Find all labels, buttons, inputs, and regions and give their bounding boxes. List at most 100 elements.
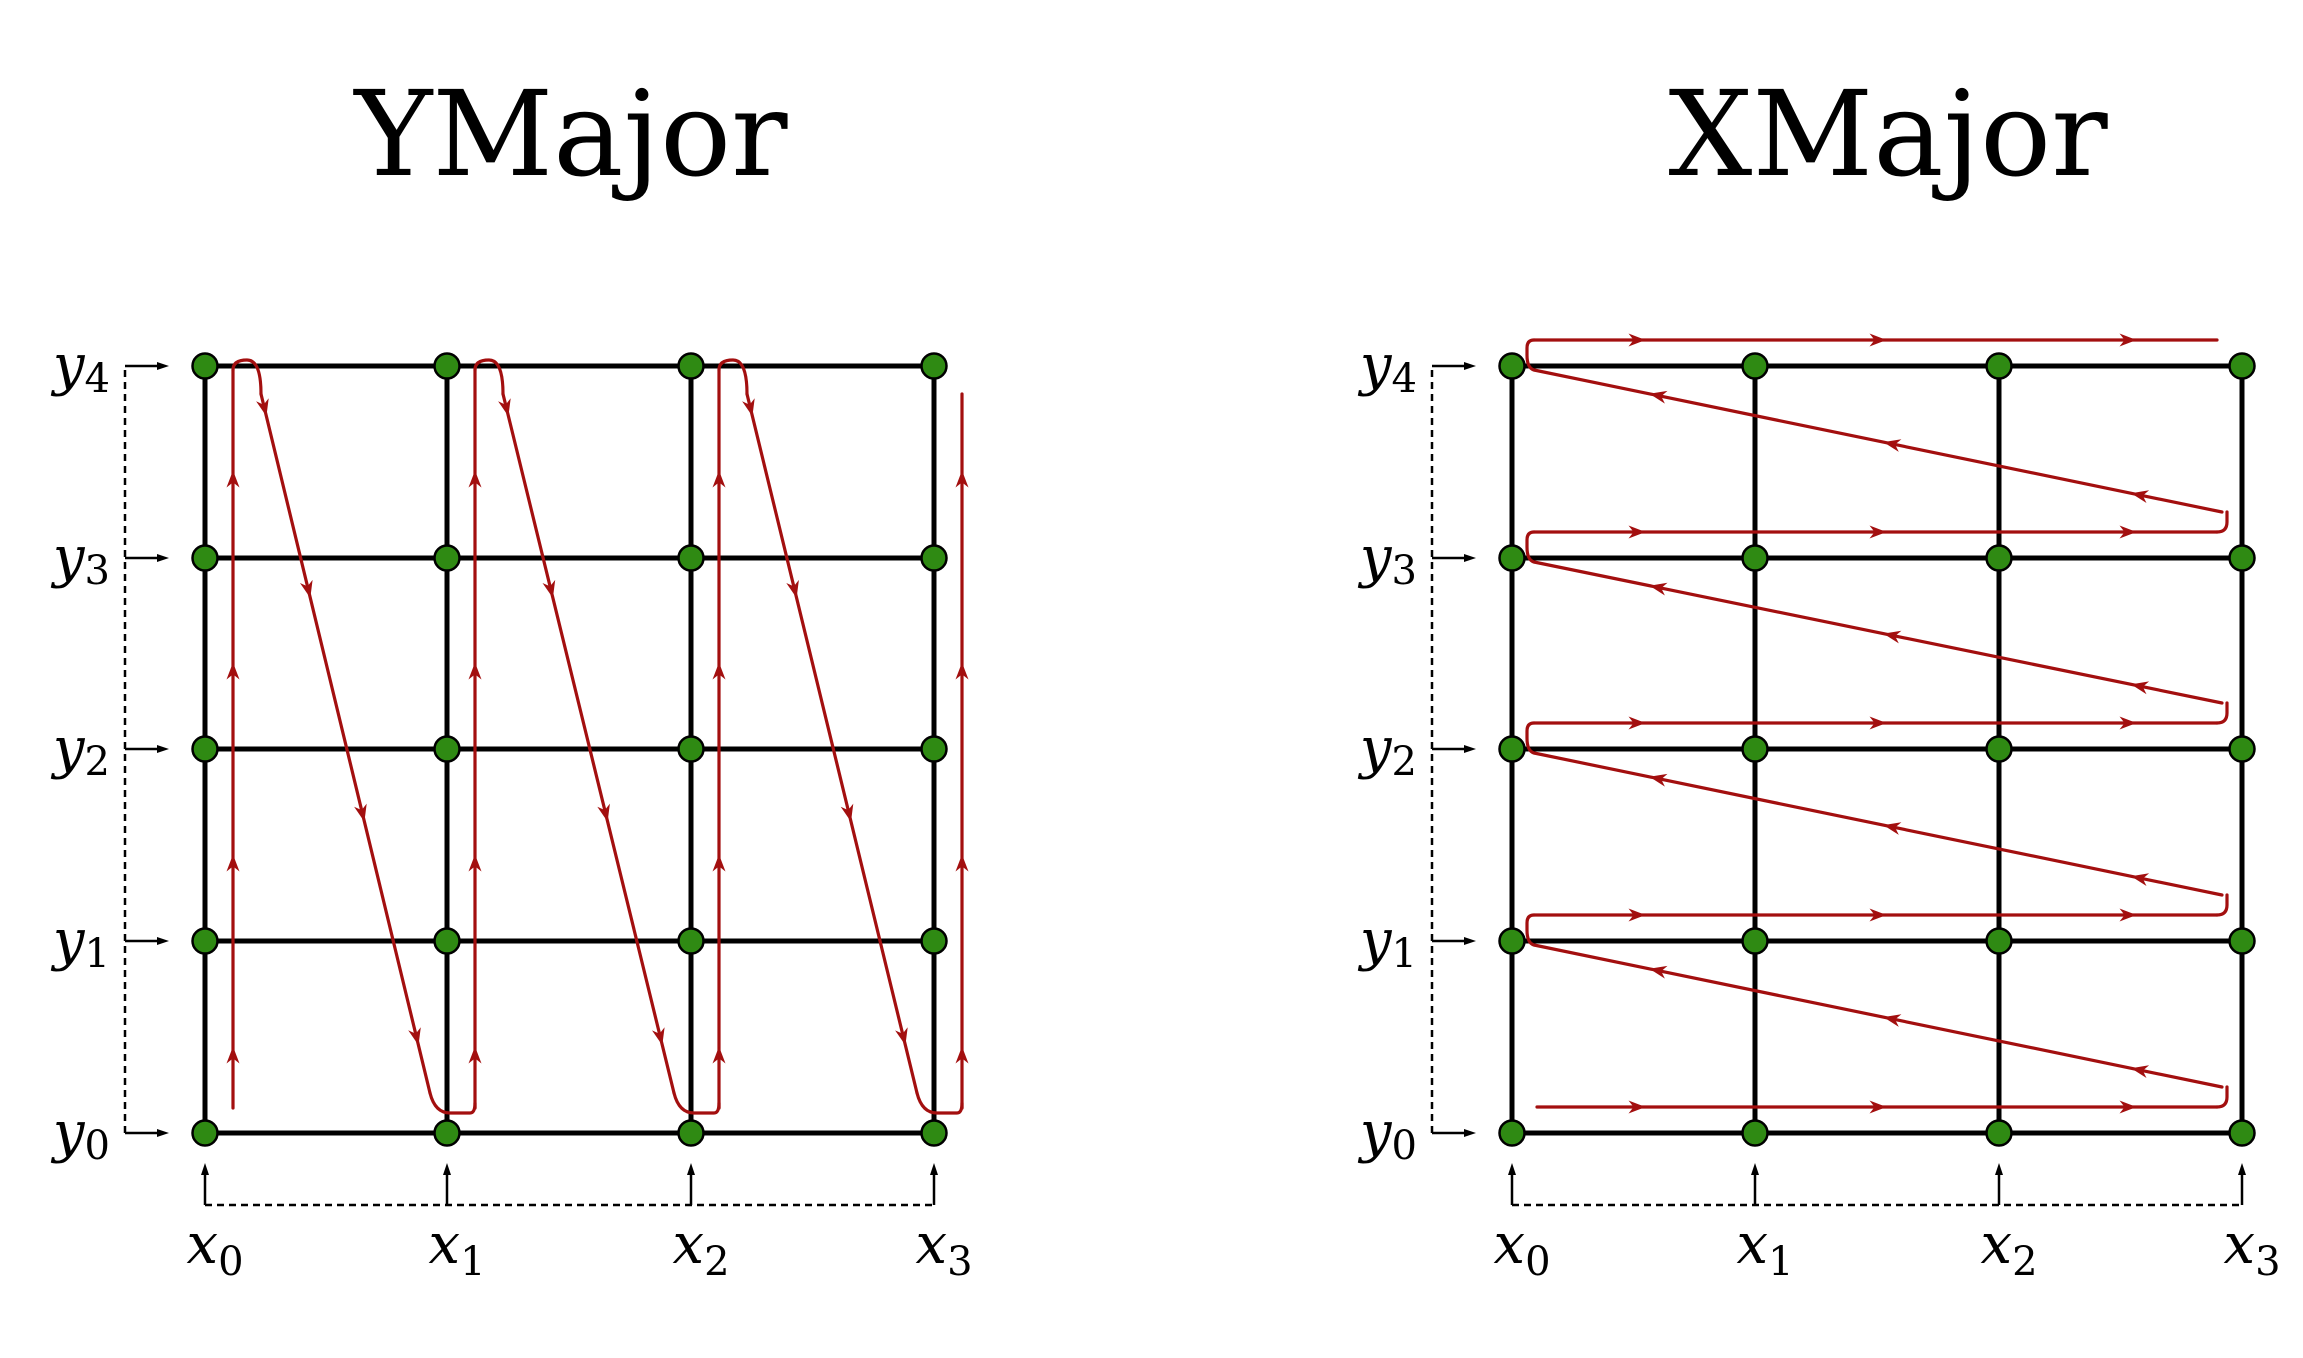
traversal-arrow (408, 1027, 421, 1046)
grid-node (1985, 352, 2013, 380)
grid-node (433, 1119, 461, 1147)
grid-node (1741, 544, 1769, 572)
traversal-arrow (1649, 773, 1668, 787)
grid-node (677, 352, 705, 380)
traversal-arrow (2131, 490, 2150, 503)
traversal-arrow (597, 803, 610, 822)
y-axis-label-base: y (1357, 1100, 1393, 1165)
y-axis-label-base: y (1357, 908, 1393, 973)
traversal-arrow (2119, 1100, 2137, 1114)
y-axis-label: y1 (50, 908, 110, 977)
y-axis-tick-arrow (1464, 362, 1476, 370)
traversal-arrow (1649, 582, 1668, 596)
traversal-arrow (354, 803, 367, 822)
x-axis-tick-arrow (443, 1163, 451, 1175)
grid-node (2228, 927, 2256, 955)
y-axis-label-subscript: 0 (85, 1123, 110, 1169)
traversal-arrow (1628, 525, 1646, 539)
y-axis-label-base: y (50, 525, 86, 590)
y-axis-label: y3 (50, 525, 110, 594)
grid-node (2228, 352, 2256, 380)
traversal-arrow (468, 470, 482, 488)
grid-node (191, 544, 219, 572)
x-axis-label-base: x (1493, 1212, 1525, 1277)
traversal-arrow (468, 662, 482, 680)
traversal-arrow (256, 398, 269, 417)
traversal-top-turn (473, 358, 505, 396)
traversal-arrow (226, 854, 240, 872)
x-axis-label-subscript: 0 (1525, 1239, 1550, 1285)
y-axis-label-base: y (50, 333, 86, 398)
traversal-arrow (955, 470, 969, 488)
y-axis-tick-arrow (1464, 554, 1476, 562)
traversal-arrow (712, 470, 726, 488)
x-axis-label: x1 (428, 1212, 485, 1285)
x-axis-tick-arrow (1508, 1163, 1516, 1175)
traversal-arrow (1883, 439, 1902, 452)
y-axis-label: y2 (50, 716, 110, 785)
y-axis-label: y2 (1357, 716, 1417, 785)
traversal-left-turn (1525, 721, 1536, 755)
traversal-right-turn (2215, 1085, 2229, 1109)
traversal-arrow (300, 579, 313, 598)
x-axis-label-base: x (672, 1212, 704, 1277)
grid-node (433, 735, 461, 763)
traversal-right-turn (2215, 701, 2229, 725)
y-axis-label-subscript: 3 (85, 548, 110, 594)
y-axis-label-subscript: 4 (1392, 356, 1417, 402)
traversal-left-turn (1525, 530, 1536, 564)
traversal-arrow (2131, 681, 2150, 695)
x-axis-label-base: x (186, 1212, 218, 1277)
x-axis-label-base: x (915, 1212, 947, 1277)
x-axis-tick-arrow (2238, 1163, 2246, 1175)
traversal-arrow (1869, 525, 1887, 539)
grid-node (1498, 1119, 1526, 1147)
traversal-diagonal (501, 392, 676, 1095)
grid-node (191, 927, 219, 955)
grid-node (1498, 927, 1526, 955)
grid-node (1741, 1119, 1769, 1147)
traversal-diagonal (745, 392, 919, 1095)
x-axis-label: x0 (1493, 1212, 1550, 1285)
traversal-path (1525, 333, 2229, 1114)
x-axis-label-subscript: 3 (947, 1239, 972, 1285)
grid (1509, 363, 2245, 1136)
y-axis-label: y0 (1357, 1100, 1417, 1169)
traversal-arrow (2119, 908, 2137, 922)
nodes (191, 352, 948, 1147)
y-axis-label-base: y (1357, 333, 1393, 398)
grid-node (2228, 544, 2256, 572)
traversal-arrow (2131, 1065, 2150, 1078)
traversal-path (226, 358, 969, 1115)
grid-node (433, 352, 461, 380)
traversal-arrow (712, 1046, 726, 1064)
y-axis-label-base: y (1357, 716, 1393, 781)
y-axis-label: y0 (50, 1100, 110, 1169)
grid-node (920, 544, 948, 572)
grid-node (191, 735, 219, 763)
grid-node (1498, 352, 1526, 380)
y-axis-label-base: y (50, 908, 86, 973)
panel-title: YMajor (352, 65, 788, 203)
x-axis-tick-arrow (1995, 1163, 2003, 1175)
traversal-arrow (955, 854, 969, 872)
traversal-arrow (1628, 908, 1646, 922)
grid-node (677, 735, 705, 763)
grid-node (920, 352, 948, 380)
grid-node (191, 1119, 219, 1147)
traversal-left-turn (1525, 913, 1536, 947)
y-axis-label: y3 (1357, 525, 1417, 594)
traversal-arrow (712, 854, 726, 872)
traversal-arrow (1883, 822, 1902, 835)
x-axis: x0 x1 x2 x3 (1493, 1163, 2281, 1285)
traversal-arrow (652, 1027, 665, 1046)
x-axis-label: x3 (915, 1212, 972, 1285)
x-axis-label-subscript: 0 (218, 1239, 243, 1285)
traversal-arrow (1869, 1100, 1887, 1114)
traversal-arrow (955, 662, 969, 680)
traversal-arrow (2131, 873, 2150, 886)
y-axis-tick-arrow (157, 745, 169, 753)
y-axis-tick-arrow (157, 554, 169, 562)
y-axis-tick-arrow (1464, 937, 1476, 945)
